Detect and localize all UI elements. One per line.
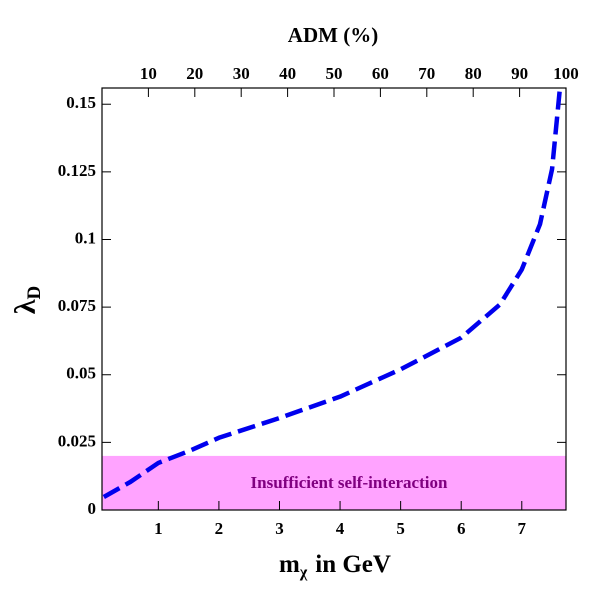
x-tick-label: 4 (336, 519, 345, 538)
y-tick-label: 0 (88, 499, 97, 518)
top-tick-label: 100 (553, 64, 579, 83)
data-line (102, 87, 563, 499)
y-tick-label: 0.075 (58, 296, 96, 315)
x-axis-title: mχ in GeV (279, 551, 391, 581)
x-label-sub: χ (299, 564, 308, 581)
x-tick-label: 1 (154, 519, 163, 538)
band (102, 455, 566, 510)
top-tick-label: 30 (233, 64, 250, 83)
x-tick-label: 3 (275, 519, 284, 538)
top-tick-label: 20 (186, 64, 203, 83)
x-tick-label: 2 (215, 519, 224, 538)
top-tick-label: 60 (372, 64, 389, 83)
y-label-sub: D (24, 286, 45, 300)
y-tick-label: 0.125 (58, 161, 96, 180)
x-label-rest: in GeV (315, 551, 391, 578)
y-label-main: λ (9, 299, 42, 314)
y-tick-label: 0.05 (66, 364, 96, 383)
plot-frame (101, 87, 567, 511)
top-tick-label: 80 (465, 64, 482, 83)
top-tick-label: 10 (140, 64, 157, 83)
y-axis-title: λD (9, 286, 45, 314)
top-tick-label: 40 (279, 64, 296, 83)
band-label: Insufficient self-interaction (251, 473, 448, 492)
x-tick-label: 6 (457, 519, 466, 538)
y-tick-label: 0.1 (75, 228, 96, 247)
top-tick-label: 70 (418, 64, 435, 83)
y-tick-label: 0.025 (58, 431, 96, 450)
x-label-main: m (279, 551, 300, 578)
top-tick-label: 90 (511, 64, 528, 83)
top-tick-label: 50 (326, 64, 343, 83)
y-tick-label: 0.15 (66, 93, 96, 112)
x-tick-label: 5 (396, 519, 405, 538)
x-tick-label: 7 (518, 519, 527, 538)
top-axis-title: ADM (%) (288, 23, 378, 47)
